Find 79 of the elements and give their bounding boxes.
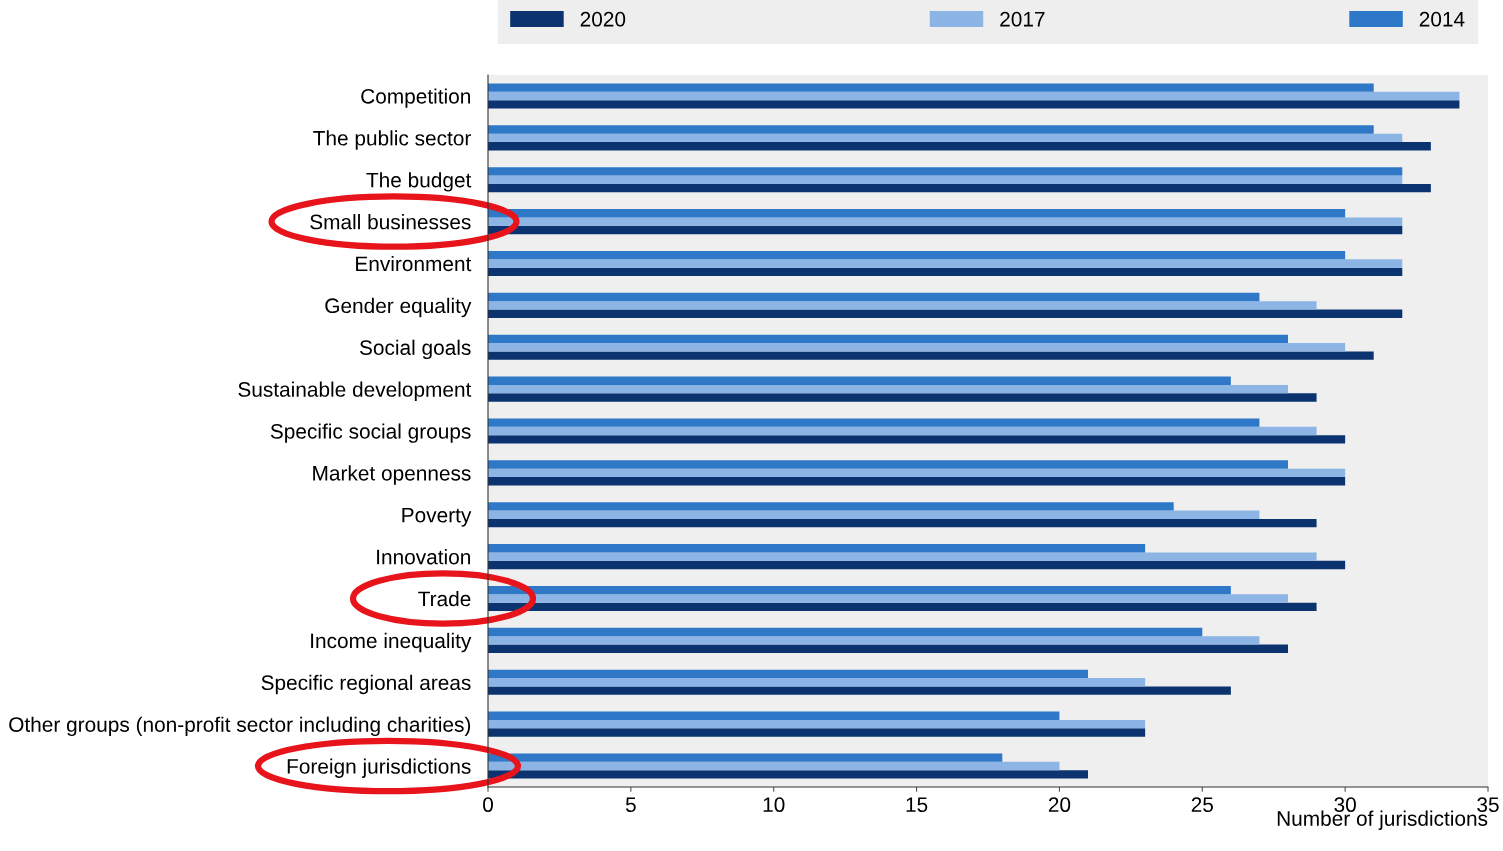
legend-label: 2017 <box>1000 11 1045 27</box>
bar <box>488 376 1231 385</box>
bar <box>488 133 1403 143</box>
bar <box>488 669 1088 679</box>
bar <box>488 100 1460 109</box>
y-tick-label: Poverty <box>402 507 472 527</box>
bar <box>488 636 1260 645</box>
x-tick-label: 30 <box>1334 797 1356 813</box>
y-tick-label: The budget <box>366 172 472 192</box>
x-tick-label: 20 <box>1048 797 1071 813</box>
bar <box>488 384 1288 394</box>
y-tick-label: Small businesses <box>310 214 471 230</box>
y-tick-label: Specific regional areas <box>261 674 471 695</box>
bar <box>488 477 1346 486</box>
bar <box>488 602 1317 612</box>
bar <box>488 250 1346 260</box>
x-tick-label: 0 <box>483 797 493 813</box>
y-tick-label: Other groups (non-profit sector including charities) <box>9 716 471 737</box>
bar <box>488 334 1288 344</box>
bar <box>488 393 1317 402</box>
bar <box>488 552 1317 561</box>
y-tick-label: Foreign jurisdictions <box>287 758 471 778</box>
bar <box>488 209 1346 218</box>
bar <box>488 627 1203 637</box>
x-tick-label: 15 <box>906 797 928 813</box>
y-tick-label: Social goals <box>359 339 471 360</box>
y-tick-label: Competition <box>361 88 470 108</box>
y-tick-label: The public sector <box>313 130 471 150</box>
x-tick-label: 25 <box>1191 797 1213 813</box>
y-tick-label: Market openness <box>313 465 471 485</box>
legend-label: 2014 <box>1419 11 1465 27</box>
bar <box>488 167 1403 176</box>
bar <box>488 585 1231 595</box>
bar <box>488 142 1431 151</box>
bar <box>488 351 1374 360</box>
bar <box>488 686 1231 695</box>
bar <box>488 761 1060 771</box>
bar <box>488 560 1346 570</box>
bar <box>488 468 1346 478</box>
x-tick-label: 10 <box>763 797 785 813</box>
bar <box>488 175 1403 184</box>
bar <box>488 183 1431 193</box>
bar <box>488 418 1260 427</box>
bar <box>488 544 1146 553</box>
bar <box>488 510 1260 519</box>
bar <box>488 83 1374 92</box>
y-tick-label: Environment <box>356 255 472 272</box>
y-tick-label: Sustainable development <box>238 381 472 401</box>
bar <box>488 125 1374 134</box>
bar <box>488 502 1174 511</box>
bar <box>488 518 1317 528</box>
bar <box>488 460 1288 469</box>
bar <box>488 719 1146 729</box>
y-tick-label: Income inequality <box>311 632 472 653</box>
y-tick-label: Trade <box>418 590 471 607</box>
bar <box>488 711 1060 720</box>
bar <box>488 426 1317 436</box>
bar <box>488 91 1460 101</box>
y-tick-label: Innovation <box>377 549 470 565</box>
bar <box>488 309 1403 318</box>
bar <box>488 435 1346 444</box>
bar <box>488 225 1403 235</box>
bar <box>488 343 1346 352</box>
x-tick-label: 35 <box>1477 797 1499 813</box>
legend-label: 2020 <box>580 11 626 27</box>
bar <box>488 267 1403 277</box>
bar <box>488 594 1288 603</box>
bar <box>488 217 1403 226</box>
bar <box>488 644 1288 653</box>
bar <box>488 678 1146 687</box>
bar <box>488 753 1003 762</box>
bar <box>488 292 1260 302</box>
y-tick-label: Gender equality <box>325 297 472 318</box>
y-tick-label: Specific social groups <box>270 423 471 443</box>
x-tick-label: 5 <box>625 797 636 813</box>
bar <box>488 301 1317 310</box>
bar <box>488 770 1088 779</box>
bar <box>488 259 1403 268</box>
bar <box>488 728 1146 737</box>
